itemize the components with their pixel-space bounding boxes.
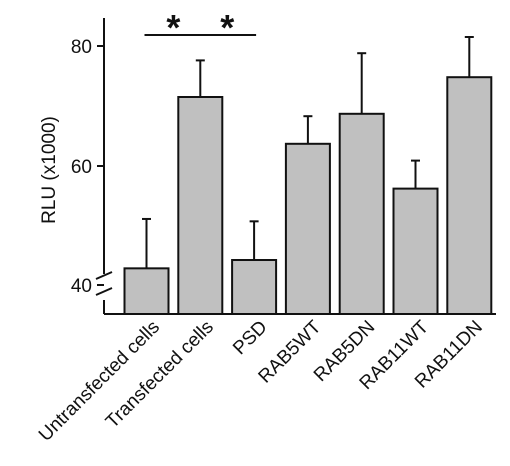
bars-group bbox=[104, 36, 496, 316]
bar bbox=[446, 76, 493, 315]
axis-break-mark bbox=[95, 271, 113, 280]
bar bbox=[177, 96, 224, 315]
axis-break-mark bbox=[95, 287, 113, 296]
significance-star: * bbox=[220, 7, 234, 48]
y-axis-title: RLU (x1000) bbox=[39, 116, 60, 224]
significance-star: * bbox=[166, 7, 180, 48]
bar bbox=[338, 112, 385, 315]
y-tick-label: 80 bbox=[71, 37, 92, 58]
y-tick-label: 40 bbox=[71, 276, 92, 297]
bar bbox=[123, 267, 170, 315]
bar bbox=[392, 187, 439, 315]
bar bbox=[231, 259, 278, 316]
significance-annotations: * * bbox=[144, 7, 257, 48]
category-label: PSD bbox=[229, 317, 271, 359]
y-axis: 40 60 80 bbox=[71, 18, 113, 314]
y-tick-label: 60 bbox=[71, 157, 92, 178]
bar bbox=[284, 142, 331, 315]
